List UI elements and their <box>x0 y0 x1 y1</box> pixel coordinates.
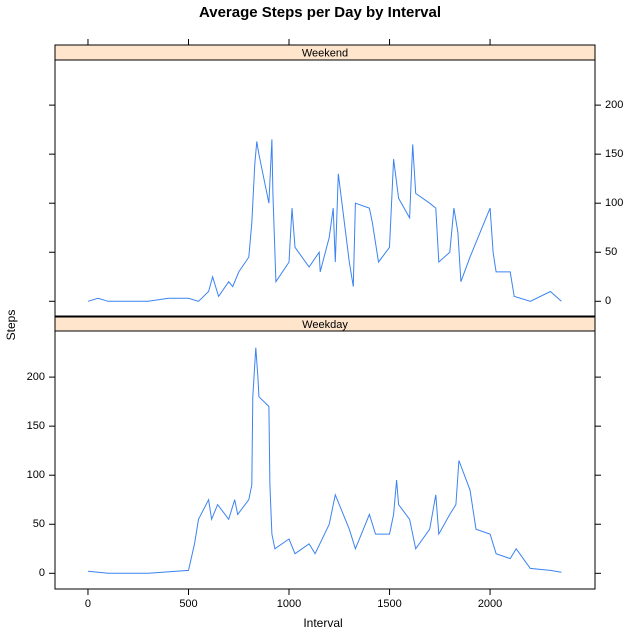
y-tick-label: 150 <box>605 148 623 160</box>
y-tick-label: 50 <box>605 246 617 258</box>
data-line <box>87 347 562 574</box>
y-tick-label: 150 <box>27 420 45 432</box>
y-axis-label: Steps <box>4 310 18 341</box>
data-line <box>87 139 562 302</box>
y-tick-label: 0 <box>605 295 611 307</box>
x-tick-label: 2000 <box>478 598 502 610</box>
y-tick-label: 0 <box>39 567 45 579</box>
x-tick-label: 1000 <box>277 598 301 610</box>
x-tick-label: 0 <box>85 598 91 610</box>
y-tick-label: 100 <box>605 197 623 209</box>
y-tick-label: 200 <box>605 99 623 111</box>
strip-label: Weekday <box>302 319 348 331</box>
chart-title: Average Steps per Day by Interval <box>199 4 441 21</box>
y-tick-label: 100 <box>27 469 45 481</box>
panel <box>54 59 596 317</box>
panel <box>54 330 596 590</box>
y-tick-label: 200 <box>27 371 45 383</box>
x-axis-label: Interval <box>303 616 342 630</box>
x-tick-label: 500 <box>179 598 197 610</box>
x-tick-label: 1500 <box>377 598 401 610</box>
y-tick-label: 50 <box>33 518 45 530</box>
strip-label: Weekend <box>302 47 348 59</box>
